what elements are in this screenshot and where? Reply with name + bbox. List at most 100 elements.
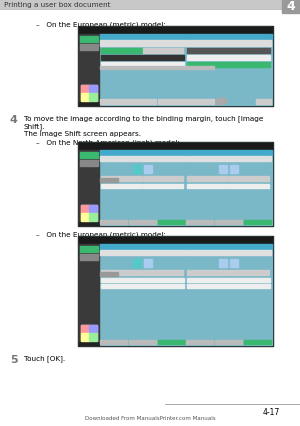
Bar (186, 340, 213, 344)
Bar (187, 184, 228, 189)
Bar (80, 37, 98, 43)
Bar (79, 28, 272, 35)
Bar (81, 213, 89, 222)
Bar (100, 178, 118, 183)
Bar (216, 99, 223, 105)
Text: 5: 5 (10, 354, 18, 364)
Bar (79, 28, 272, 106)
Bar (133, 259, 141, 268)
Bar (100, 340, 127, 344)
Bar (143, 184, 183, 189)
Bar (101, 184, 142, 189)
Bar (220, 99, 226, 104)
Bar (81, 205, 97, 222)
Bar (158, 221, 185, 225)
Bar (187, 63, 270, 68)
Bar (79, 237, 272, 345)
Bar (215, 221, 242, 225)
Bar (219, 166, 227, 173)
Bar (187, 278, 270, 282)
Bar (129, 340, 156, 344)
Bar (81, 205, 89, 213)
Bar (100, 151, 272, 155)
Bar (79, 144, 272, 151)
Bar (143, 271, 183, 275)
Bar (158, 340, 185, 344)
Bar (158, 100, 214, 105)
Bar (129, 221, 156, 225)
Bar (78, 236, 273, 346)
Text: Touch [OK].: Touch [OK]. (24, 354, 65, 361)
Bar (133, 166, 141, 173)
Bar (79, 103, 99, 106)
Bar (100, 157, 185, 161)
Bar (143, 177, 183, 181)
Bar (100, 67, 214, 70)
Bar (79, 151, 99, 225)
Text: 4: 4 (286, 0, 296, 14)
Text: –   On the European (metric) model:: – On the European (metric) model: (36, 231, 166, 238)
Bar (187, 284, 270, 288)
Bar (219, 259, 227, 268)
Bar (79, 245, 99, 345)
Bar (89, 325, 97, 333)
Bar (80, 161, 98, 167)
Bar (143, 49, 183, 54)
Bar (80, 153, 98, 158)
Bar (80, 246, 98, 253)
Bar (79, 342, 99, 345)
Bar (89, 333, 97, 341)
Bar (78, 143, 273, 227)
Bar (282, 0, 300, 14)
Bar (101, 49, 142, 54)
Bar (89, 86, 97, 94)
Text: 4-17: 4-17 (263, 408, 280, 417)
Bar (229, 271, 269, 275)
Bar (79, 237, 272, 245)
Bar (79, 222, 99, 225)
Bar (186, 221, 213, 225)
Bar (187, 49, 270, 54)
Bar (144, 259, 152, 268)
Bar (89, 205, 97, 213)
Bar (100, 41, 185, 47)
Bar (186, 41, 271, 47)
Bar (101, 177, 142, 181)
Text: –   On the European (metric) model:: – On the European (metric) model: (36, 22, 166, 29)
Bar (80, 45, 98, 51)
Bar (100, 35, 272, 40)
Bar (229, 177, 269, 181)
Bar (101, 63, 184, 68)
Bar (100, 272, 118, 276)
Bar (187, 56, 270, 61)
Bar (100, 250, 185, 256)
Bar (186, 157, 271, 161)
Bar (81, 86, 89, 94)
Text: –   On the North American (inch) model:: – On the North American (inch) model: (36, 139, 180, 145)
Bar (81, 86, 97, 102)
Bar (215, 340, 242, 344)
Bar (101, 271, 142, 275)
Bar (81, 325, 97, 341)
Bar (230, 259, 238, 268)
Text: Downloaded From ManualsPrinter.com Manuals: Downloaded From ManualsPrinter.com Manua… (85, 415, 215, 420)
Bar (79, 144, 272, 225)
Bar (101, 284, 184, 288)
Bar (187, 177, 228, 181)
Bar (81, 325, 89, 333)
Bar (144, 166, 152, 173)
Bar (80, 254, 98, 260)
Text: 4: 4 (10, 115, 18, 125)
Bar (186, 250, 271, 256)
Bar (100, 245, 272, 249)
Bar (89, 213, 97, 222)
Text: Shift].: Shift]. (24, 123, 45, 130)
Bar (256, 100, 271, 105)
Bar (89, 94, 97, 102)
Text: Printing a user box document: Printing a user box document (4, 2, 110, 8)
Bar (244, 221, 271, 225)
Bar (229, 184, 269, 189)
Text: To move the image according to the binding margin, touch [Image: To move the image according to the bindi… (24, 115, 263, 121)
Bar (81, 94, 89, 102)
Bar (101, 278, 184, 282)
